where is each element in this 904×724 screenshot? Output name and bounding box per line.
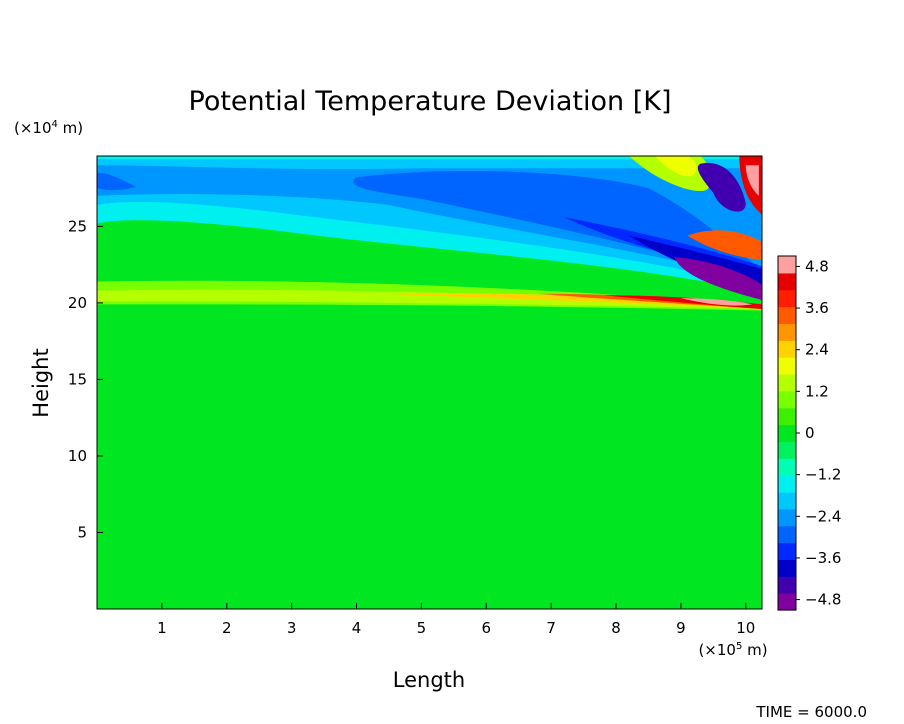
field-band-orange (538, 293, 762, 309)
colorbar-tick-label: 3.6 (805, 299, 829, 317)
colorbar-swatch (778, 492, 796, 510)
colorbar-swatch (778, 576, 796, 594)
colorbar (777, 255, 797, 611)
x-tick-label: 8 (611, 619, 621, 637)
colorbar-swatch (778, 272, 796, 291)
x-tick-label: 9 (676, 619, 686, 637)
y-tick-label: 25 (68, 217, 87, 235)
colorbar-tick-label: 1.2 (805, 382, 829, 400)
x-axis-ticks: 1 2 3 4 5 6 7 8 9 10 (157, 603, 755, 637)
colorbar-swatch (778, 256, 796, 274)
y-tick-label: 5 (77, 523, 87, 541)
heatmap-field (97, 156, 762, 609)
x-unit-label: (×105 m) (698, 641, 767, 659)
x-axis-label: Length (393, 668, 465, 692)
colorbar-tick-label: −2.4 (805, 507, 841, 525)
field-band-red (603, 295, 762, 309)
plot-frame (96, 155, 763, 610)
field-band-yellow-core (655, 156, 697, 177)
colorbar-tick-label: 4.8 (805, 257, 829, 275)
field-band-blue2 (97, 172, 136, 191)
x-tick-label: 2 (222, 619, 232, 637)
colorbar-swatch (778, 374, 796, 392)
colorbar-tick-label: −1.2 (805, 466, 841, 484)
colorbar-swatch (778, 357, 796, 375)
y-axis-label: Height (29, 348, 53, 417)
x-tick-label: 1 (157, 619, 167, 637)
colorbar-swatch (778, 323, 796, 341)
field-band-orange-lobe (687, 230, 762, 261)
x-tick-label: 10 (736, 619, 755, 637)
colorbar-swatch (778, 525, 796, 544)
colorbar-swatch (778, 593, 796, 611)
colorbar-tick-label: 0 (805, 424, 815, 442)
colorbar-swatch (778, 508, 796, 527)
y-unit-label: (×104 m) (14, 119, 83, 137)
field-band-purple (674, 257, 762, 300)
colorbar-swatch (778, 306, 796, 325)
colorbar-swatch (778, 542, 796, 561)
time-annotation: TIME = 6000.0 (755, 703, 867, 721)
colorbar-tick-label: −4.8 (805, 591, 841, 609)
y-tick-label: 20 (68, 294, 87, 312)
field-band-pink (680, 298, 753, 306)
x-tick-label: 4 (352, 619, 362, 637)
colorbar-swatch (778, 340, 796, 358)
colorbar-swatch (778, 289, 796, 308)
x-tick-label: 7 (546, 619, 556, 637)
y-axis-ticks: 5 10 15 20 25 (68, 217, 103, 541)
y-tick-label: 15 (68, 370, 87, 388)
field-band-purple-lobe (697, 162, 746, 212)
colorbar-swatch (778, 407, 796, 426)
field-band-gold (389, 293, 762, 309)
x-tick-label: 6 (481, 619, 491, 637)
colorbar-swatch (778, 390, 796, 409)
colorbar-tick-label: −3.6 (805, 549, 841, 567)
colorbar-swatch (778, 475, 796, 493)
colorbar-swatch (778, 458, 796, 476)
colorbar-swatch (778, 559, 796, 577)
field-band-pink-lobe (745, 165, 759, 196)
y-tick-label: 10 (68, 447, 87, 465)
chart-title: Potential Temperature Deviation [K] (189, 86, 672, 117)
colorbar-ticks: 4.8 3.6 2.4 1.2 0 −1.2 −2.4 −3.6 −4.8 (796, 257, 841, 609)
colorbar-swatch (778, 424, 796, 443)
x-tick-label: 3 (287, 619, 297, 637)
colorbar-tick-label: 2.4 (805, 341, 829, 359)
field-band-yellowgreen (97, 289, 762, 309)
colorbar-swatch (778, 441, 796, 459)
x-tick-label: 5 (417, 619, 427, 637)
